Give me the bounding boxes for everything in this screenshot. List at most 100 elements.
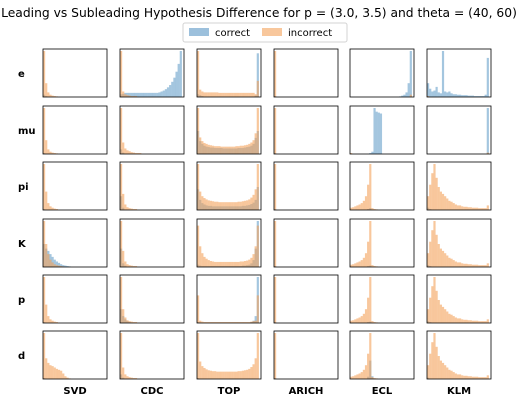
bar-incorrect [478,377,481,379]
bar-incorrect [203,92,206,97]
bar-incorrect [471,264,474,267]
bar-incorrect [439,360,442,379]
bar-correct [467,95,470,97]
bar-incorrect [237,322,240,323]
bar-incorrect [364,253,368,267]
bar-incorrect [437,187,440,210]
bar-incorrect [456,318,460,323]
bar-correct [469,95,472,97]
bar-incorrect [124,261,127,267]
bar-incorrect [214,322,217,323]
bar-incorrect [444,365,447,379]
bar-incorrect [211,261,215,267]
bar-incorrect [435,234,438,267]
bar-incorrect [226,322,230,323]
bar-correct [256,53,259,97]
bar-correct [143,92,146,97]
bar-incorrect [132,322,135,323]
bar-correct [160,91,163,97]
bar-incorrect [49,151,52,154]
bar-correct [375,111,378,154]
panel-K-TOP [196,218,262,268]
bar-correct [371,151,374,154]
bar-correct [134,92,138,97]
bar-incorrect [211,322,215,323]
bar-correct [427,83,430,97]
panel-pi-SVD [42,161,108,211]
bar-correct [486,57,489,97]
bar-incorrect [203,256,206,267]
bar-incorrect [478,321,481,323]
bar-incorrect [484,265,487,267]
bar-correct [147,92,150,97]
bar-incorrect [427,309,430,323]
bar-incorrect [360,316,363,323]
bar-correct [149,92,153,97]
panel-frame [42,218,108,268]
bar-incorrect [220,261,223,267]
bar-incorrect [243,200,247,210]
bar-incorrect [450,258,453,267]
bar-correct [407,83,410,97]
bar-incorrect [64,376,67,379]
bar-incorrect [350,264,353,267]
bar-incorrect [373,378,376,379]
bar-incorrect [246,260,249,267]
bar-correct [405,92,408,97]
bar-incorrect [362,313,365,323]
panel-pi-KLM [426,161,492,211]
panel-frame [426,274,492,324]
bar-correct [179,51,182,97]
bar-incorrect [229,146,232,154]
bar-incorrect [463,375,466,379]
bar-incorrect [450,314,453,323]
bar-incorrect [352,376,355,379]
bar-incorrect [369,221,372,267]
bar-incorrect [486,319,489,323]
bar-correct [162,90,165,97]
bar-incorrect [222,371,225,379]
bar-incorrect [122,142,125,154]
column-label-svd: SVD [63,386,86,397]
bar-incorrect [207,260,210,267]
bar-incorrect [448,257,451,267]
bar-incorrect [362,369,365,379]
bar-correct [435,86,438,97]
bar-incorrect [237,146,240,154]
bar-incorrect [459,318,462,323]
bar-incorrect [274,277,277,323]
bar-incorrect [256,164,259,210]
bar-incorrect [354,206,357,210]
panel-pi-ECL [349,161,415,211]
bar-incorrect [429,297,432,323]
bar-incorrect [218,322,221,323]
bar-incorrect [199,320,202,323]
bar-incorrect [216,261,219,267]
bar-incorrect [248,259,251,267]
bar-incorrect [120,51,123,97]
bar-incorrect [360,372,363,379]
bar-incorrect [197,51,200,97]
bar-incorrect [371,208,374,210]
bar-incorrect [134,378,138,379]
bar-correct [53,259,56,267]
bar-incorrect [55,209,58,210]
bar-incorrect [243,145,247,154]
bar-incorrect [120,277,123,323]
bar-incorrect [229,371,232,379]
bar-incorrect [220,202,223,210]
bar-incorrect [476,320,479,323]
bar-incorrect [60,266,63,267]
bar-incorrect [461,319,464,323]
bar-correct [130,92,133,97]
bar-incorrect [51,95,54,97]
panel-frame [119,274,185,324]
bar-incorrect [243,370,247,379]
bar-incorrect [454,261,457,267]
bar-incorrect [482,265,485,267]
panel-mu-KLM [426,105,492,155]
bar-incorrect [465,319,468,323]
bar-incorrect [222,322,225,323]
bar-incorrect [450,370,453,379]
bar-incorrect [274,108,277,154]
